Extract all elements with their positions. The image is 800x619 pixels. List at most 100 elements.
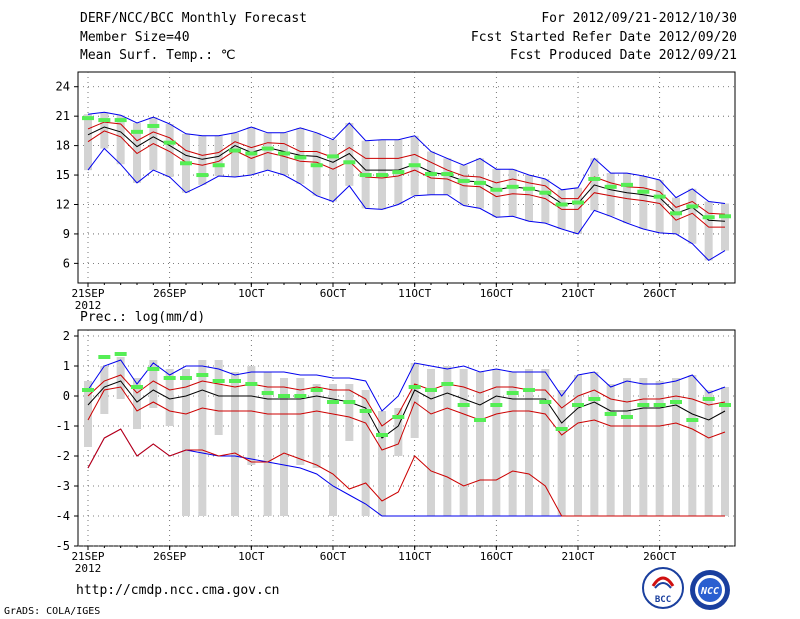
- spread-bar: [704, 390, 713, 516]
- observed-marker: [196, 373, 209, 377]
- spread-bar: [165, 124, 174, 178]
- observed-marker: [474, 418, 486, 422]
- observed-marker: [343, 400, 356, 404]
- observed-marker: [261, 146, 274, 151]
- spread-bar: [198, 360, 207, 516]
- observed-marker: [539, 190, 552, 195]
- refer-date-label: Fcst Started Refer Date 2012/09/20: [470, 30, 737, 45]
- observed-marker: [376, 173, 388, 178]
- spread-bar: [312, 384, 321, 468]
- x-year-label: 2012: [75, 562, 102, 575]
- observed-marker: [310, 163, 323, 168]
- observed-marker: [114, 118, 127, 123]
- ncc-logo: NCC: [688, 568, 732, 612]
- observed-marker: [490, 187, 503, 192]
- median-line: [87, 126, 726, 222]
- spread-bar: [492, 369, 501, 516]
- y-tick-label: -2: [56, 449, 70, 463]
- observed-marker: [474, 180, 486, 185]
- observed-marker: [261, 391, 274, 395]
- plot-frame: [77, 329, 736, 547]
- observed-marker: [327, 400, 339, 404]
- observed-marker: [392, 415, 405, 419]
- spread-bar: [263, 132, 272, 171]
- forecast-period-label: For 2012/09/21-2012/10/30: [541, 11, 737, 26]
- spread-bar: [525, 369, 533, 516]
- x-tick-label: 11OCT: [398, 550, 431, 563]
- y-tick-label: 9: [63, 227, 70, 241]
- spread-bar: [84, 381, 92, 447]
- observed-marker: [686, 418, 699, 422]
- spread-bar: [655, 179, 664, 233]
- spread-bar: [590, 158, 599, 211]
- observed-marker: [180, 161, 192, 166]
- observed-marker: [670, 400, 682, 404]
- x-tick-label: 26SEP: [153, 550, 186, 563]
- spread-bar: [541, 369, 550, 516]
- grads-credit: GrADS: COLA/IGES: [4, 606, 101, 617]
- spread-bar: [639, 378, 648, 516]
- temperature-box-chart: 6 9 12 15 18 21 24 21SEP 26SEP 1OCT 6OCT 11OCT 16OCT…: [56, 71, 736, 312]
- observed-marker: [572, 200, 584, 205]
- observed-marker: [719, 214, 731, 219]
- y-tick-label: 12: [56, 197, 70, 211]
- observed-marker: [425, 172, 437, 177]
- observed-marker: [343, 160, 356, 165]
- spread-bar: [165, 369, 174, 426]
- observed-marker: [506, 391, 519, 395]
- observed-marker: [229, 379, 241, 383]
- observed-marker: [359, 409, 372, 413]
- precipitation-panel-title: Prec.: log(mm/d): [80, 310, 206, 325]
- observed-marker: [457, 178, 470, 183]
- observed-marker: [163, 376, 176, 380]
- observed-marker: [637, 189, 650, 194]
- max-line: [87, 359, 726, 412]
- spread-bar: [541, 178, 550, 224]
- observed-marker: [98, 355, 111, 359]
- observed-marker: [490, 403, 503, 407]
- max-line: [87, 111, 726, 204]
- observed-marker: [621, 415, 633, 419]
- observed-marker: [719, 403, 731, 407]
- observed-marker: [196, 173, 209, 178]
- observed-marker: [131, 129, 143, 134]
- observed-marker: [604, 184, 617, 189]
- spread-bar: [476, 372, 484, 516]
- spread-bar: [688, 375, 697, 516]
- spread-bar: [378, 411, 386, 516]
- observed-marker: [392, 170, 405, 175]
- member-size-label: Member Size=40: [80, 30, 190, 45]
- spread-bar: [606, 384, 615, 516]
- spread-bar: [590, 372, 599, 516]
- spread-bar: [263, 372, 272, 516]
- x-tick-label: 26SEP: [153, 287, 186, 300]
- y-tick-label: 18: [56, 139, 70, 153]
- observed-marker: [82, 116, 94, 121]
- x-year-label: 2012: [75, 299, 102, 312]
- y-tick-label: -3: [56, 479, 70, 493]
- observed-marker: [278, 151, 290, 156]
- observed-marker: [408, 163, 421, 168]
- chart-title: DERF/NCC/BCC Monthly Forecast: [80, 11, 307, 26]
- spread-bar: [84, 114, 92, 171]
- spread-bar: [525, 175, 533, 222]
- observed-marker: [82, 388, 94, 392]
- observed-marker: [147, 367, 160, 371]
- x-tick-label: 26OCT: [643, 550, 676, 563]
- spread-bar: [345, 123, 354, 186]
- observed-marker: [114, 352, 127, 356]
- observed-marker: [588, 397, 601, 401]
- spread-bar: [361, 390, 370, 516]
- observed-marker: [229, 148, 241, 153]
- observed-marker: [555, 427, 568, 431]
- x-tick-label: 21OCT: [561, 287, 594, 300]
- spread-bar: [247, 366, 256, 465]
- observed-marker: [180, 376, 192, 380]
- observed-marker: [523, 388, 535, 392]
- observed-marker: [408, 385, 421, 389]
- observed-marker: [653, 194, 666, 199]
- observed-marker: [539, 400, 552, 404]
- spread-bar: [116, 115, 125, 165]
- y-tick-label: 21: [56, 109, 70, 123]
- spread-bar: [410, 363, 419, 438]
